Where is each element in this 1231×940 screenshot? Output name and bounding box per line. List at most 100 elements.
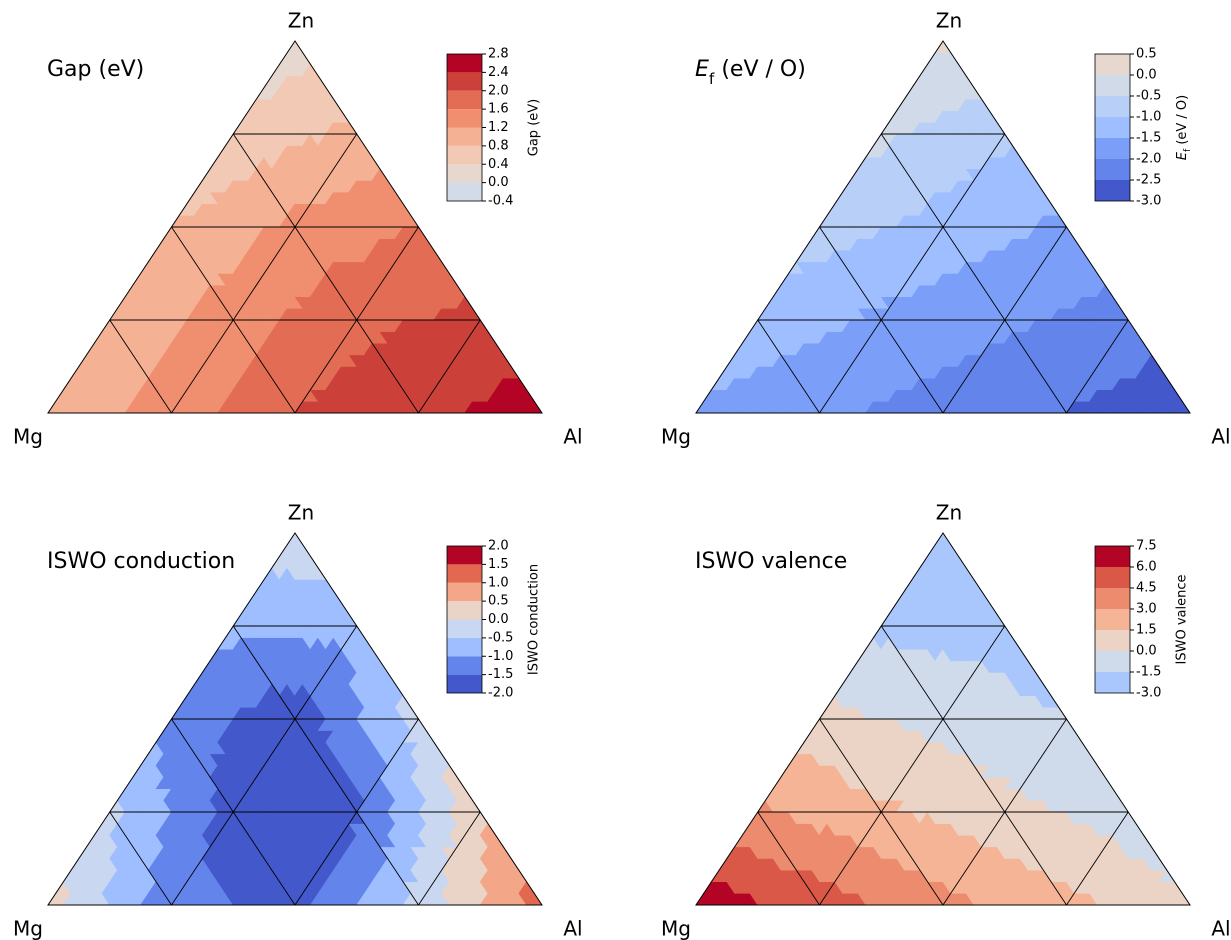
colorbar-tick-label: -1.5 [488,667,513,682]
colorbar-tick-label: 0.0 [1136,644,1157,659]
colorbar-tick-label: 0.0 [1136,68,1157,83]
colorbar-tick-label: 7.5 [1136,539,1157,554]
colorbar-band [1095,117,1130,138]
colorbar-tick-label: -2.0 [488,686,513,701]
contour-cell [286,532,304,545]
colorbar-tick-label: 3.0 [1136,602,1157,617]
corner-label: Mg [661,425,691,449]
colorbar-band [447,109,482,128]
colorbar-band [447,90,482,110]
colorbar-tick-label: 1.5 [1136,623,1157,638]
panel: Zn Mg Al Gap (eV) -0.4 0.0 0.4 0.8 1.2 1.6 2.0 2.4 2… [13,9,583,449]
colorbar-band [447,164,482,183]
corner-label: Zn [936,501,962,525]
colorbar-tick-label: -2.0 [1136,152,1161,167]
contour-cell [934,532,952,545]
panel-title-symbol: E [695,57,709,82]
colorbar-tick-label: 6.0 [1136,560,1157,575]
colorbar-band [447,54,482,73]
ternary-grid-line [109,319,172,414]
colorbar-tick-label: 2.8 [488,47,509,62]
colorbar-band [447,182,482,201]
panel-title: Gap (eV) [47,57,144,82]
colorbar-band [1095,180,1130,201]
corner-label: Al [1211,425,1230,449]
colorbar-tick-label: -1.0 [1136,110,1161,125]
colorbar-tick-label: 0.5 [488,594,509,609]
colorbar-tick-label: -1.5 [1136,665,1161,680]
contour-cell [934,40,952,53]
colorbar-tick-label: 2.0 [488,83,509,98]
panel-title: ISWO conduction [47,549,235,574]
colorbar-tick-label: -1.5 [1136,131,1161,146]
colorbar-band [1095,567,1130,588]
colorbar-tick-label: -2.5 [1136,173,1161,188]
colorbar-tick-label: -1.0 [488,649,513,664]
corner-label: Zn [288,9,314,33]
colorbar-tick-label: -3.0 [1136,686,1161,701]
colorbar-band [447,127,482,146]
colorbar-tick-label: 4.5 [1136,581,1157,596]
colorbar-tick-label: 0.5 [1136,47,1157,62]
panel: Zn Mg Al Ef (eV / O) -3.0 -2.5 -2.0 -1.5 -1.0 -0.… [661,9,1231,449]
panel-title-text: (eV / O) [714,57,805,82]
colorbar-band [447,72,482,91]
ternary-grid-line [171,133,358,414]
colorbar-band [1095,546,1130,567]
colorbar-tick-label: -0.4 [488,194,513,209]
colorbar-band [447,546,482,565]
colorbar-band [447,619,482,638]
colorbar-band [447,637,482,657]
colorbar-band [1095,651,1130,672]
corner-label: Al [563,917,582,940]
colorbar-tick-label: 2.4 [488,65,509,80]
colorbar-band [447,582,482,602]
corner-label: Al [1211,917,1230,940]
ternary-outline [47,40,543,414]
colorbar-label: ISWO conduction [527,564,542,675]
colorbar-band [1095,672,1130,693]
colorbar-tick-label: -0.5 [488,630,513,645]
colorbar-tick-label: 0.8 [488,138,509,153]
colorbar-band [447,674,482,693]
ternary-grid-line [171,226,296,414]
colorbar-band [447,656,482,675]
panel: Zn Mg Al ISWO conduction -2.0 -1.5 -1.0 -0.5 0.0… [13,501,583,940]
contour-cell [286,40,304,53]
corner-label: Mg [13,917,43,940]
ternary-grid-line [418,319,481,414]
colorbar-tick-label: 1.6 [488,102,509,117]
colorbar-tick-label: 0.0 [488,175,509,190]
colorbar-tick-label: 1.0 [488,575,509,590]
colorbar-tick-label: 1.5 [488,557,509,572]
colorbar-band [1095,609,1130,630]
colorbar-band [1095,54,1130,75]
corner-label: Al [563,425,582,449]
panel: Zn Mg Al ISWO valence -3.0 -1.5 0.0 1.5 3.0 4.5 6.… [661,501,1231,940]
colorbar-label: ISWO valence [1175,575,1190,665]
colorbar-tick-label: 1.2 [488,120,509,135]
colorbar-band [1095,75,1130,96]
panel-title: Ef (eV / O) [695,57,806,88]
colorbar-band [447,145,482,165]
colorbar-band [1095,96,1130,117]
colorbar-band [447,564,482,583]
colorbar-band [1095,630,1130,651]
colorbar-tick-label: -3.0 [1136,194,1161,209]
corner-label: Mg [661,917,691,940]
colorbar-band [1095,588,1130,609]
corner-label: Zn [288,501,314,525]
corner-label: Mg [13,425,43,449]
colorbar-band [1095,159,1130,180]
colorbar-tick-label: -0.5 [1136,89,1161,104]
colorbar-label-text: (eV / O) [1175,95,1190,149]
colorbar-tick-label: 2.0 [488,539,509,554]
corner-label: Zn [936,9,962,33]
colorbar-tick-label: 0.0 [488,612,509,627]
colorbar-label: Ef (eV / O) [1175,95,1193,160]
colorbar-band [447,601,482,620]
ternary-grid-line [232,133,419,414]
colorbar-label: Gap (eV) [527,99,542,156]
panel-title: ISWO valence [695,549,847,574]
